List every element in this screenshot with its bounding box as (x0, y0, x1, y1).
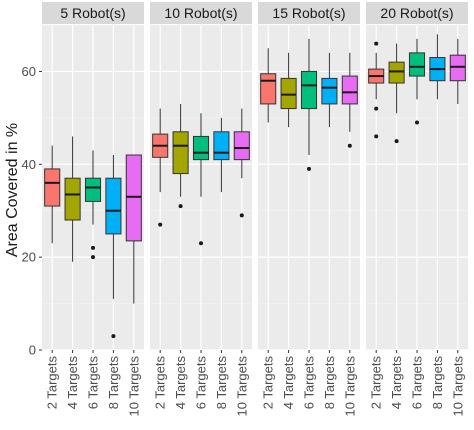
box-4-targets (280, 52, 297, 128)
facet-panel-4: 20 Robot(s) 2 Targets 4 Targets 6 Targets 8 … (366, 2, 468, 416)
box-6-targets (300, 38, 318, 171)
box-6-targets (192, 113, 210, 246)
box-body (172, 131, 189, 175)
outlier-point (394, 139, 399, 144)
box-body (64, 177, 81, 221)
outlier-point (347, 143, 352, 148)
box-8-targets (213, 117, 230, 193)
outlier-point (239, 213, 244, 218)
x-tick-label: 2 Targets (45, 356, 60, 410)
x-tick-label: 8 Targets (430, 356, 445, 410)
facet-strip (150, 2, 252, 24)
outlier-point (111, 334, 116, 339)
x-tick-label: 6 Targets (410, 356, 425, 410)
outlier-point (374, 134, 379, 139)
facet-panel-3: 15 Robot(s) 2 Targets 4 Targets 6 Targets 8 … (258, 2, 360, 416)
x-tick-label: 2 Targets (369, 356, 384, 410)
facet-panel-1: 5 Robot(s) 2 Targets 4 Targets 6 Targets 8 T… (42, 2, 144, 416)
box-body (125, 154, 142, 242)
x-tick-label: 10 Targets (126, 356, 141, 417)
x-tick-label: 4 Targets (389, 356, 404, 410)
box-8-targets (429, 34, 446, 100)
x-tick-label: 8 Targets (106, 356, 121, 410)
outlier-point (374, 106, 379, 111)
outlier-point (199, 241, 203, 246)
y-axis-title: Area Covered in % (4, 123, 21, 257)
box-10-targets (125, 154, 142, 304)
facet-strip (366, 2, 468, 24)
box-body (449, 54, 466, 82)
box-4-targets (172, 103, 189, 209)
x-tick-label: 10 Targets (342, 356, 357, 417)
facet-strip-label: 10 Robot(s) (164, 5, 237, 21)
x-tick-label: 4 Targets (65, 356, 80, 410)
x-tick-label: 8 Targets (214, 356, 229, 410)
box-4-targets (388, 43, 405, 144)
x-tick-label: 4 Targets (281, 356, 296, 410)
box-10-targets (341, 52, 358, 148)
y-tick-label: 40 (22, 157, 36, 172)
box-body (105, 177, 122, 235)
outlier-point (374, 41, 379, 46)
facet-strip-label: 20 Robot(s) (380, 5, 453, 21)
facet-panel-2: 10 Robot(s) 2 Targets 4 Targets 6 Targets 8 … (150, 2, 252, 416)
x-tick-label: 6 Targets (302, 356, 317, 410)
facet-strip-label: 15 Robot(s) (272, 5, 345, 21)
box-body (341, 75, 358, 105)
y-tick-label: 0 (29, 343, 36, 358)
box-2-targets (152, 108, 169, 227)
box-body (300, 70, 318, 110)
outlier-point (91, 245, 95, 250)
box-6-targets (84, 150, 102, 260)
box-body (321, 77, 338, 105)
x-tick-label: 4 Targets (173, 356, 188, 410)
box-body (213, 131, 230, 161)
y-tick-label: 20 (22, 250, 36, 265)
x-tick-label: 2 Targets (153, 356, 168, 410)
box-6-targets (408, 38, 426, 125)
outlier-point (91, 255, 95, 260)
outlier-point (415, 120, 419, 125)
box-body (408, 52, 426, 77)
facet-strip-label: 5 Robot(s) (60, 5, 125, 21)
box-2-targets (44, 145, 61, 244)
box-2-targets (368, 41, 385, 139)
box-10-targets (233, 108, 250, 218)
box-body (388, 61, 405, 84)
plot-layer: 0 20 40 60 5 Robot(s) 2 Targets 4 Targets 6 Tar… (22, 2, 468, 416)
box-body (192, 135, 210, 161)
box-body (260, 73, 277, 105)
y-tick-label: 60 (22, 64, 36, 79)
box-8-targets (321, 52, 338, 128)
box-2-targets (260, 48, 277, 123)
outlier-point (178, 204, 183, 209)
x-tick-label: 2 Targets (261, 356, 276, 410)
x-tick-label: 10 Targets (450, 356, 465, 417)
box-body (233, 131, 250, 161)
box-10-targets (449, 38, 466, 104)
box-body (44, 168, 61, 207)
facet-strip (42, 2, 144, 24)
box-body (280, 77, 297, 110)
x-tick-label: 10 Targets (234, 356, 249, 417)
x-tick-label: 8 Targets (322, 356, 337, 410)
outlier-point (307, 166, 311, 171)
box-8-targets (105, 155, 122, 339)
box-body (84, 177, 102, 202)
outlier-point (158, 222, 163, 227)
box-4-targets (64, 136, 81, 262)
x-tick-label: 6 Targets (194, 356, 209, 410)
facet-strip (258, 2, 360, 24)
x-tick-label: 6 Targets (86, 356, 101, 410)
